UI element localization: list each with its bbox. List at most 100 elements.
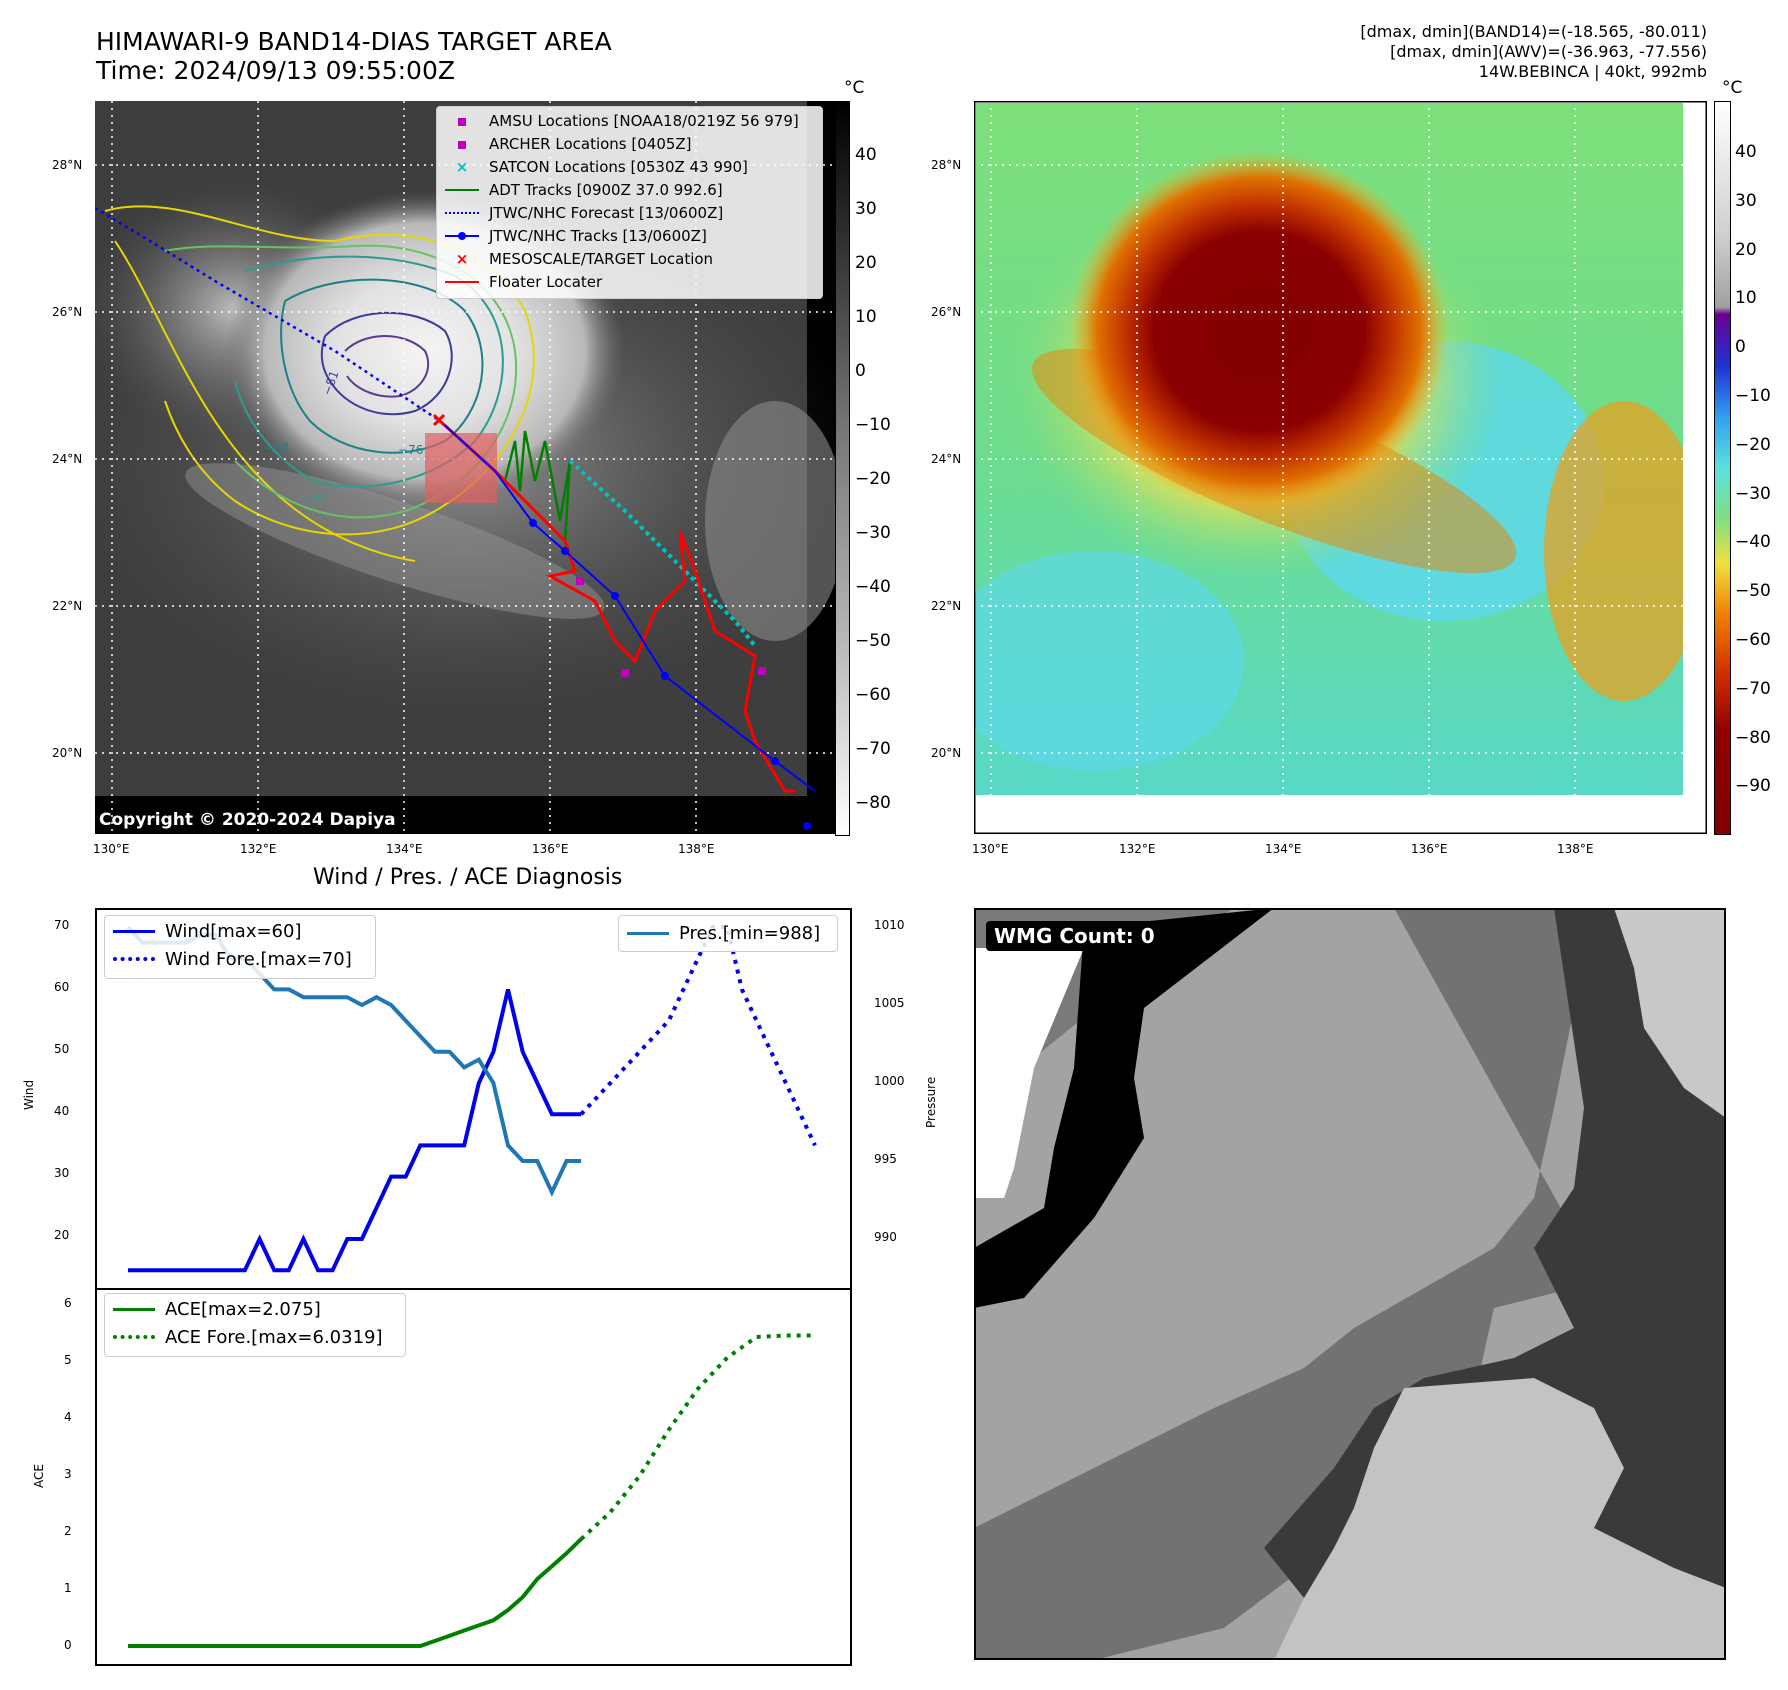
pressure-legend: Pres.[min=988]	[618, 915, 838, 952]
legend-satcon: × SATCON Locations [0530Z 43 990]	[445, 156, 748, 178]
pressure-tick: 1010	[874, 918, 905, 932]
ir-lat-28: 28°N	[52, 158, 83, 172]
ace-tick: 1	[64, 1581, 72, 1595]
ir-lon-132: 132°E	[240, 842, 277, 856]
contour-green	[164, 244, 518, 519]
wmg-panel	[974, 908, 1726, 1660]
pressure-tick: 995	[874, 1152, 897, 1166]
ir-colorbar-tick: −80	[855, 793, 891, 813]
awv-lat-20: 20°N	[931, 746, 962, 760]
ir-lat-22: 22°N	[52, 599, 83, 613]
wind-axis-label: Wind	[22, 1079, 36, 1110]
wind-tick: 70	[54, 918, 70, 932]
ir-colorbar-tick: −10	[855, 415, 891, 435]
awv-colorbar-tick: −30	[1735, 483, 1771, 504]
awv-lat-22: 22°N	[931, 599, 962, 613]
square-marker-icon	[458, 141, 466, 149]
figure-title: HIMAWARI-9 BAND14-DIAS TARGET AREA	[96, 27, 612, 56]
pressure-axis-label: Pressure	[924, 1076, 938, 1128]
line-dot-icon	[445, 232, 479, 240]
dotted-line-icon	[113, 1335, 155, 1339]
wind-tick: 30	[54, 1166, 70, 1180]
floater-locater-track	[438, 419, 795, 793]
wind-tick: 40	[54, 1104, 70, 1118]
awv-colorbar-tick: −20	[1735, 434, 1771, 455]
legend-ace-fore: ACE Fore.[max=6.0319]	[113, 1326, 383, 1348]
contour-purple	[344, 335, 430, 398]
square-marker-icon	[458, 118, 466, 126]
ace-tick: 4	[64, 1410, 72, 1424]
ir-cloud-east	[705, 401, 836, 641]
legend-amsu: AMSU Locations [NOAA18/0219Z 56 979]	[445, 110, 799, 132]
wind-series-line	[128, 988, 582, 1273]
awv-colorbar-tick: 10	[1735, 288, 1757, 309]
awv-dry-southwest	[974, 551, 1244, 771]
awv-colorbar	[1714, 101, 1731, 835]
solid-line-icon	[113, 929, 155, 933]
dotted-line-icon	[445, 212, 479, 214]
awv-colorbar-unit: °C	[1722, 78, 1743, 98]
ir-colorbar-tick: −20	[855, 469, 891, 489]
contour-label-64: −64	[264, 441, 290, 455]
ir-colorbar-unit: °C	[844, 78, 865, 98]
awv-colorbar-tick: −90	[1735, 776, 1771, 797]
ace-forecast-line	[579, 1333, 815, 1541]
ir-lat-26: 26°N	[52, 305, 83, 319]
legend-wind-fore: Wind Fore.[max=70]	[113, 948, 352, 970]
awv-frame	[974, 101, 1707, 834]
legend-jtwc-tracks: JTWC/NHC Tracks [13/0600Z]	[445, 225, 707, 247]
diagnosis-title: Wind / Pres. / ACE Diagnosis	[313, 865, 623, 890]
x-marker-icon: ×	[455, 158, 469, 176]
awv-east-moisture	[1544, 401, 1704, 701]
awv-nodata-right	[1683, 101, 1707, 834]
diagnosis-chart	[95, 908, 852, 1666]
awv-colorbar-tick: −50	[1735, 581, 1771, 602]
ace-series-line	[128, 1537, 583, 1648]
wind-tick: 60	[54, 980, 70, 994]
legend-pressure: Pres.[min=988]	[627, 922, 820, 944]
wmg-black-band	[974, 908, 1274, 1308]
legend-ace: ACE[max=2.075]	[113, 1298, 321, 1320]
mesoscale-target-marker	[432, 413, 446, 427]
wmg-darkgray-band	[974, 908, 1594, 1660]
ir-lat-20: 20°N	[52, 746, 83, 760]
solid-line-icon	[627, 931, 669, 935]
contour-yellow-band	[114, 240, 416, 562]
ace-tick: 5	[64, 1353, 72, 1367]
ir-lon-130: 130°E	[93, 842, 130, 856]
legend-floater: Floater Locater	[445, 271, 602, 293]
pressure-tick: 1005	[874, 996, 905, 1010]
awv-cold-core	[1069, 151, 1449, 511]
awv-lat-28: 28°N	[931, 158, 962, 172]
ace-axes-frame	[95, 1288, 852, 1666]
dotted-line-icon	[113, 957, 155, 961]
awv-colorbar-tick: 20	[1735, 239, 1757, 260]
awv-colorbar-tick: −60	[1735, 630, 1771, 650]
ir-colorbar-tick: 30	[855, 199, 877, 219]
awv-gridlines	[974, 101, 1707, 834]
ir-lon-136: 136°E	[532, 842, 569, 856]
ir-spiral-band	[185, 463, 605, 619]
ace-tick: 3	[64, 1467, 72, 1481]
awv-colorbar-tick: −80	[1735, 727, 1771, 748]
awv-colorbar-tick: 0	[1735, 337, 1746, 358]
ir-lon-134: 134°E	[386, 842, 423, 856]
legend-mesoscale: × MESOSCALE/TARGET Location	[445, 248, 713, 270]
ace-legend: ACE[max=2.075] ACE Fore.[max=6.0319]	[104, 1293, 406, 1357]
wmg-light-ne	[1614, 908, 1726, 1118]
contour-label-76: −76	[398, 443, 424, 457]
wind-tick: 20	[54, 1228, 70, 1242]
contour-indigo	[320, 311, 453, 416]
line-marker-icon	[445, 281, 479, 283]
legend-archer: ARCHER Locations [0405Z]	[445, 133, 692, 155]
wind-legend: Wind[max=60] Wind Fore.[max=70]	[104, 915, 376, 979]
figure-time: Time: 2024/09/13 09:55:00Z	[96, 56, 455, 85]
awv-colorbar-tick: −40	[1735, 532, 1771, 553]
legend-wind: Wind[max=60]	[113, 920, 302, 942]
ir-colorbar-tick: −40	[855, 577, 891, 597]
amsu-archer-markers	[576, 577, 766, 677]
awv-lon-130: 130°E	[972, 842, 1009, 856]
ace-tick: 6	[64, 1296, 72, 1310]
awv-lon-138: 138°E	[1557, 842, 1594, 856]
contour-label-54: −54	[303, 491, 329, 505]
